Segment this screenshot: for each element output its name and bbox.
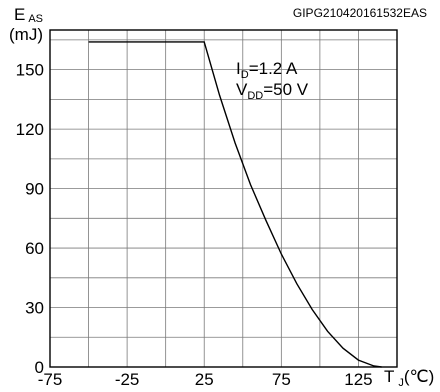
tick-labels: 0 30 60 90 120 150 -75 -25 25 75 125 [16,61,373,389]
y-tick-label: 0 [35,358,44,377]
plot-frame [49,29,398,368]
grid-lines [50,30,397,367]
annotation-vdd-main: V [236,80,248,99]
series-line-eas [88,41,382,368]
x-tick-label: -25 [115,370,140,389]
y-tick-label: 120 [16,120,44,139]
y-axis-label-sub: AS [28,13,43,25]
annotation-id-main: I [236,59,241,78]
y-tick-label: 90 [25,180,44,199]
x-axis-label-unit: (℃) [404,367,434,386]
y-axis-label: E AS [14,5,43,25]
x-tick-label: 125 [344,370,372,389]
x-tick-label: -75 [38,370,63,389]
annotation-id-rest: =1.2 A [249,59,298,78]
y-axis-label-main: E [14,5,25,24]
y-tick-label: 30 [25,299,44,318]
y-tick-label: 150 [16,61,44,80]
x-axis-label-main: T [384,367,394,386]
annotation-vdd-rest: =50 V [263,80,309,99]
y-axis-unit: (mJ) [9,25,43,44]
annotation-id-sub: D [241,69,249,81]
x-tick-label: 25 [195,370,214,389]
x-axis-label: T J(℃) [384,367,434,389]
x-axis-label-sub: J [398,377,404,389]
annotation-vdd: VDD=50 V [236,80,309,102]
annotation-vdd-sub: DD [247,90,263,102]
y-tick-label: 60 [25,239,44,258]
annotation-id: ID=1.2 A [236,59,298,81]
x-tick-label: 75 [272,370,291,389]
doc-code: GIPG210420161532EAS [293,6,427,20]
